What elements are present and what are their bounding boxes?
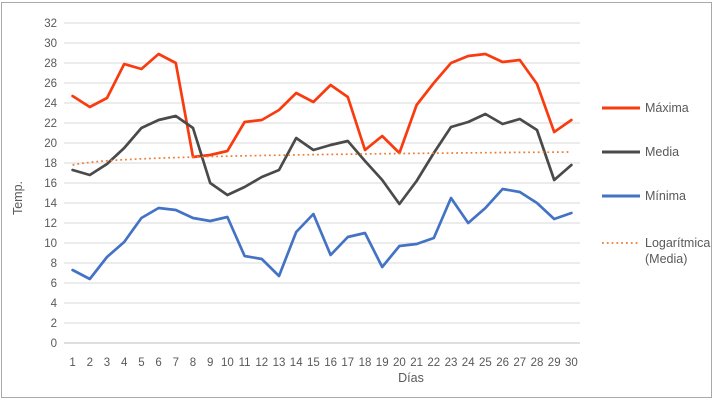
x-tick-label-19: 19 bbox=[376, 357, 389, 369]
y-tick-label-32: 32 bbox=[44, 18, 57, 30]
x-tick-label-8: 8 bbox=[190, 357, 196, 369]
legend-label: Media bbox=[645, 145, 679, 159]
y-tick-label-10: 10 bbox=[44, 238, 57, 250]
m-xima-line bbox=[71, 52, 573, 159]
y-tick-label-14: 14 bbox=[44, 198, 57, 210]
legend-label: Logarítmica bbox=[645, 236, 710, 250]
x-tick-label-10: 10 bbox=[221, 357, 234, 369]
x-tick-label-9: 9 bbox=[207, 357, 213, 369]
y-tick-label-6: 6 bbox=[51, 278, 57, 290]
y-tick-label-4: 4 bbox=[51, 298, 58, 310]
legend-item-logar-tmica-media: Logarítmica (Media) bbox=[602, 236, 710, 266]
legend-label: Máxima bbox=[645, 101, 689, 115]
x-tick-label-20: 20 bbox=[393, 357, 406, 369]
legend-item-m-xima: Máxima bbox=[602, 101, 689, 115]
y-tick-label-2: 2 bbox=[51, 318, 57, 330]
x-tick-label-6: 6 bbox=[155, 357, 161, 369]
x-tick-label-15: 15 bbox=[307, 357, 320, 369]
y-axis-title: Temp. bbox=[11, 181, 25, 215]
x-tick-label-17: 17 bbox=[341, 357, 354, 369]
x-axis-tick-labels: 1 2 3 4 5 6 7 8 9 10 11 12 13 14 15 16 17 18 19 20 21 22 23 24 2… bbox=[69, 357, 577, 369]
gridlines bbox=[64, 22, 580, 344]
y-tick-label-26: 26 bbox=[44, 78, 57, 90]
x-tick-label-27: 27 bbox=[513, 357, 526, 369]
x-tick-label-1: 1 bbox=[69, 357, 75, 369]
y-tick-label-18: 18 bbox=[44, 158, 57, 170]
x-axis-title: Días bbox=[398, 371, 424, 385]
y-tick-label-30: 30 bbox=[44, 38, 57, 50]
y-tick-label-22: 22 bbox=[44, 118, 57, 130]
x-tick-label-11: 11 bbox=[239, 357, 251, 369]
legend: Máxima Media Mínima Logarítmica (Media) bbox=[602, 101, 710, 266]
chart-frame bbox=[1, 2, 712, 398]
logar-tmica-media-line bbox=[72, 151, 572, 166]
y-tick-label-24: 24 bbox=[44, 98, 57, 110]
y-tick-label-16: 16 bbox=[44, 178, 57, 190]
y-tick-label-8: 8 bbox=[51, 258, 57, 270]
data-series bbox=[71, 52, 573, 281]
x-tick-label-4: 4 bbox=[121, 357, 128, 369]
x-tick-label-26: 26 bbox=[496, 357, 509, 369]
x-tick-label-5: 5 bbox=[138, 357, 144, 369]
x-tick-label-7: 7 bbox=[173, 357, 179, 369]
x-tick-label-18: 18 bbox=[359, 357, 372, 369]
x-tick-label-2: 2 bbox=[87, 357, 93, 369]
media-line bbox=[71, 112, 573, 206]
y-tick-label-28: 28 bbox=[44, 58, 57, 70]
x-tick-label-28: 28 bbox=[531, 357, 544, 369]
x-tick-label-13: 13 bbox=[273, 357, 286, 369]
legend-label: Mínima bbox=[645, 189, 686, 203]
x-tick-label-22: 22 bbox=[427, 357, 440, 369]
y-tick-label-12: 12 bbox=[44, 218, 57, 230]
x-tick-label-21: 21 bbox=[410, 357, 423, 369]
legend-label: (Media) bbox=[645, 252, 687, 266]
legend-item-m-nima: Mínima bbox=[602, 189, 686, 203]
x-tick-label-12: 12 bbox=[255, 357, 268, 369]
x-tick-label-25: 25 bbox=[479, 357, 492, 369]
y-tick-label-20: 20 bbox=[44, 138, 57, 150]
y-tick-label-0: 0 bbox=[51, 338, 57, 350]
x-tick-label-29: 29 bbox=[548, 357, 561, 369]
legend-item-media: Media bbox=[602, 145, 679, 159]
x-tick-label-30: 30 bbox=[565, 357, 578, 369]
x-tick-label-3: 3 bbox=[104, 357, 110, 369]
x-tick-label-23: 23 bbox=[445, 357, 458, 369]
x-tick-label-14: 14 bbox=[290, 357, 303, 369]
x-tick-label-24: 24 bbox=[462, 357, 475, 369]
x-tick-label-16: 16 bbox=[324, 357, 337, 369]
m-nima-line bbox=[71, 187, 573, 281]
